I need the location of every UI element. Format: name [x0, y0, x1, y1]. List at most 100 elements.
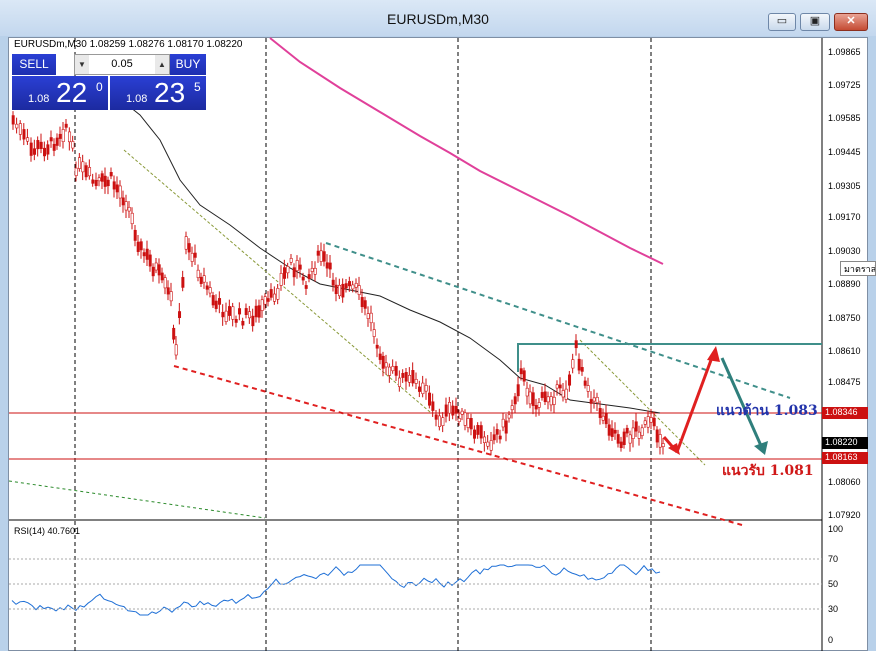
candle-body — [172, 327, 176, 340]
lot-increase-icon[interactable]: ▲ — [155, 55, 169, 74]
candle-body — [463, 412, 467, 426]
rsi-level-label: 100 — [828, 524, 844, 534]
candle-body — [115, 184, 119, 193]
candle-body — [11, 115, 15, 125]
thin-trend-line — [123, 149, 431, 413]
candle-body — [106, 179, 110, 187]
candle-body — [540, 392, 544, 398]
candle-body — [174, 344, 178, 356]
candle-body — [133, 229, 137, 241]
candle-body — [78, 157, 82, 169]
down-arrow-head — [754, 441, 768, 455]
candle-body — [411, 370, 415, 384]
buy-price-fraction: 5 — [194, 80, 201, 94]
minimize-button[interactable]: ▭ — [768, 13, 796, 31]
candle-body — [289, 258, 293, 263]
candle-body — [479, 425, 483, 439]
candle-body — [640, 427, 644, 436]
candle-body — [81, 161, 85, 173]
candle-body — [316, 250, 320, 256]
candle-body — [451, 405, 455, 416]
buy-price-display[interactable]: 1.08 23 5 — [110, 76, 206, 110]
candle-body — [295, 260, 299, 271]
candle-body — [655, 429, 659, 443]
rsi-level-label: 50 — [828, 579, 839, 589]
candle-body — [357, 285, 361, 295]
price-label: 1.09865 — [828, 47, 861, 57]
candle-body — [558, 384, 562, 389]
buy-price-pips: 23 — [154, 77, 186, 108]
candle-body — [438, 415, 442, 427]
candle-body — [360, 297, 364, 307]
candle-body — [313, 267, 317, 275]
price-label: 1.07920 — [828, 510, 861, 520]
current-price-label: 1.08220 — [825, 437, 858, 447]
candle-body — [199, 276, 203, 284]
candle-body — [598, 408, 602, 418]
candle-body — [549, 396, 553, 406]
candle-body — [555, 384, 559, 389]
candle-body — [381, 355, 385, 369]
candle-body — [142, 252, 146, 257]
candle-body — [224, 310, 228, 322]
candle-body — [112, 181, 116, 190]
candle-body — [577, 358, 581, 371]
sell-button[interactable]: SELL — [12, 54, 56, 75]
candle-body — [304, 285, 308, 289]
candle-body — [610, 428, 614, 437]
candle-body — [202, 275, 206, 283]
candle-body — [341, 283, 345, 298]
sell-price-display[interactable]: 1.08 22 0 — [12, 76, 108, 110]
candle-body — [169, 291, 173, 302]
candle-body — [366, 313, 370, 319]
candle-body — [372, 329, 376, 337]
lot-size-input[interactable]: ▼ 0.05 ▲ — [74, 54, 170, 75]
candle-body — [228, 306, 232, 316]
candle-body — [178, 311, 182, 319]
candle-body — [604, 412, 608, 425]
candle-body — [625, 427, 629, 434]
ohlc-header: EURUSDm,M30 1.08259 1.08276 1.08170 1.08… — [14, 39, 243, 50]
window-titlebar: EURUSDm,M30 ▭ ▣ ✕ — [0, 0, 876, 36]
candle-body — [408, 375, 412, 383]
window-title: EURUSDm,M30 — [387, 11, 489, 27]
candle-body — [454, 405, 458, 414]
price-label: 1.09445 — [828, 147, 861, 157]
candle-body — [193, 252, 197, 258]
buy-button[interactable]: BUY — [170, 54, 206, 75]
candle-body — [52, 143, 56, 151]
lot-decrease-icon[interactable]: ▼ — [75, 55, 89, 74]
up-arrow-head — [707, 346, 720, 362]
candle-body — [619, 441, 623, 449]
candle-body — [148, 254, 152, 267]
candle-body — [248, 311, 252, 319]
rsi-level-label: 70 — [828, 554, 839, 564]
close-button[interactable]: ✕ — [834, 13, 868, 31]
candle-body — [91, 179, 95, 184]
candle-body — [160, 272, 164, 281]
candle-body — [522, 370, 526, 382]
candle-body — [498, 435, 502, 440]
candle-body — [431, 401, 435, 411]
current-price-box — [822, 437, 868, 449]
rsi-level-lines — [9, 558, 822, 610]
candle-body — [36, 140, 40, 150]
candle-body — [646, 416, 650, 428]
candle-body — [537, 402, 541, 408]
price-label: 1.08060 — [828, 477, 861, 487]
candle-body — [241, 320, 245, 326]
candle-body — [190, 252, 194, 262]
candle-body — [473, 429, 477, 439]
candle-body — [260, 299, 264, 311]
candle-body — [384, 362, 388, 368]
rsi-line — [11, 564, 661, 616]
candle-body — [157, 264, 161, 276]
maximize-button[interactable]: ▣ — [800, 13, 830, 31]
candle-body — [205, 285, 209, 290]
candle-body — [18, 123, 22, 135]
candle-body — [421, 382, 425, 395]
candle-body — [434, 414, 438, 420]
candle-body — [595, 396, 599, 404]
ma-long-line — [269, 37, 664, 265]
